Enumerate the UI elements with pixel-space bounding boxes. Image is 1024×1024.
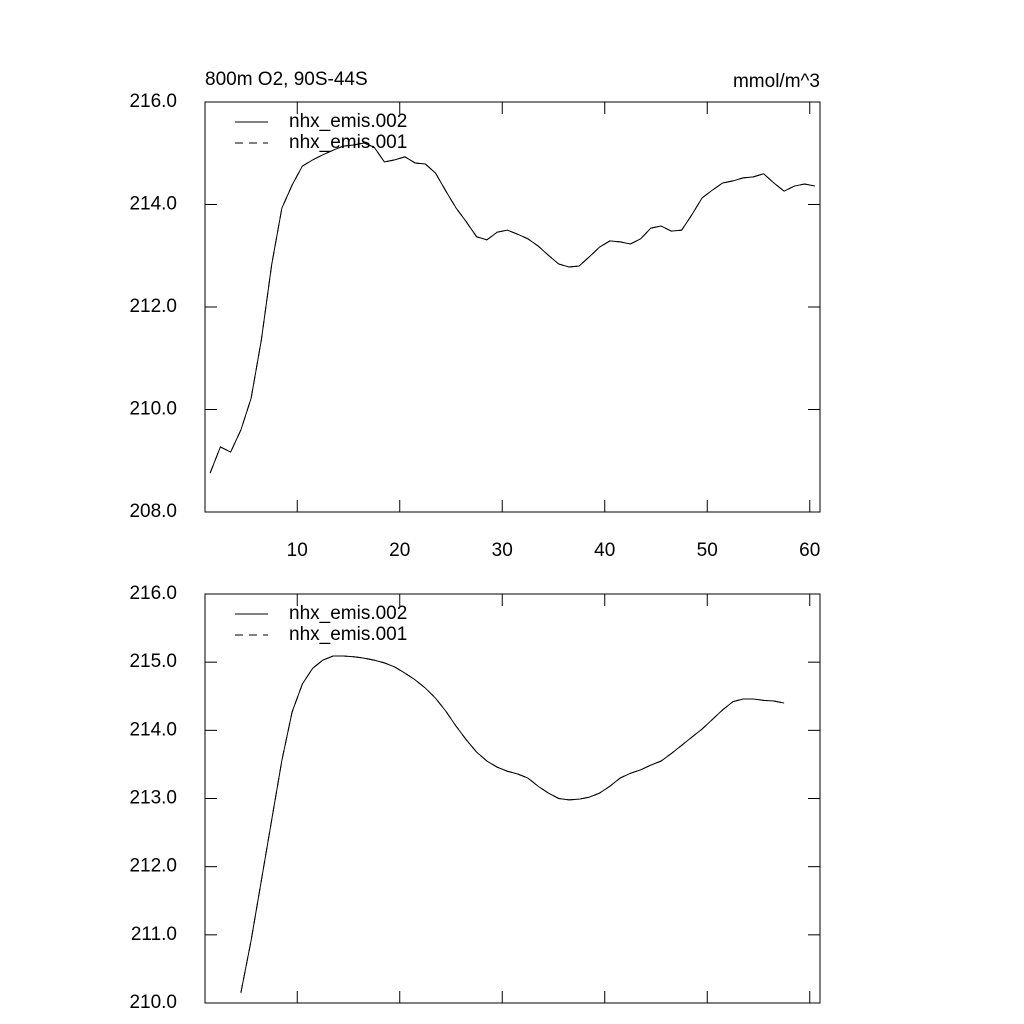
- x-tick-label: 10: [287, 540, 308, 561]
- data-line: [240, 655, 785, 993]
- plot-frame: [204, 101, 821, 513]
- units-label: mmol/m^3: [733, 71, 820, 92]
- y-tick-label: 215.0: [129, 651, 177, 672]
- legend-label: nhx_emis.001: [289, 624, 407, 645]
- y-tick-label: 214.0: [129, 719, 177, 740]
- y-tick-label: 212.0: [129, 856, 177, 877]
- y-tick-label: 216.0: [129, 91, 177, 112]
- legend-label: nhx_emis.002: [289, 603, 407, 624]
- x-tick-label: 20: [389, 540, 410, 561]
- y-tick-label: 211.0: [131, 924, 177, 945]
- y-tick-label: 213.0: [129, 788, 177, 809]
- data-line: [240, 655, 785, 993]
- chart-title: 800m O2, 90S-44S: [205, 69, 368, 90]
- x-tick-label: 40: [594, 540, 615, 561]
- legend-label: nhx_emis.002: [289, 111, 407, 132]
- data-line: [209, 142, 815, 474]
- y-tick-label: 210.0: [129, 992, 177, 1013]
- plot-frame: [204, 593, 821, 1004]
- y-tick-label: 212.0: [129, 296, 177, 317]
- x-tick-label: 60: [799, 540, 820, 561]
- y-tick-label: 214.0: [129, 194, 177, 215]
- x-tick-label: 50: [697, 540, 718, 561]
- data-line: [209, 142, 815, 474]
- y-tick-label: 208.0: [129, 501, 177, 522]
- y-tick-label: 210.0: [129, 399, 177, 420]
- y-tick-label: 216.0: [129, 583, 177, 604]
- x-tick-label: 30: [492, 540, 513, 561]
- legend-label: nhx_emis.001: [289, 132, 407, 153]
